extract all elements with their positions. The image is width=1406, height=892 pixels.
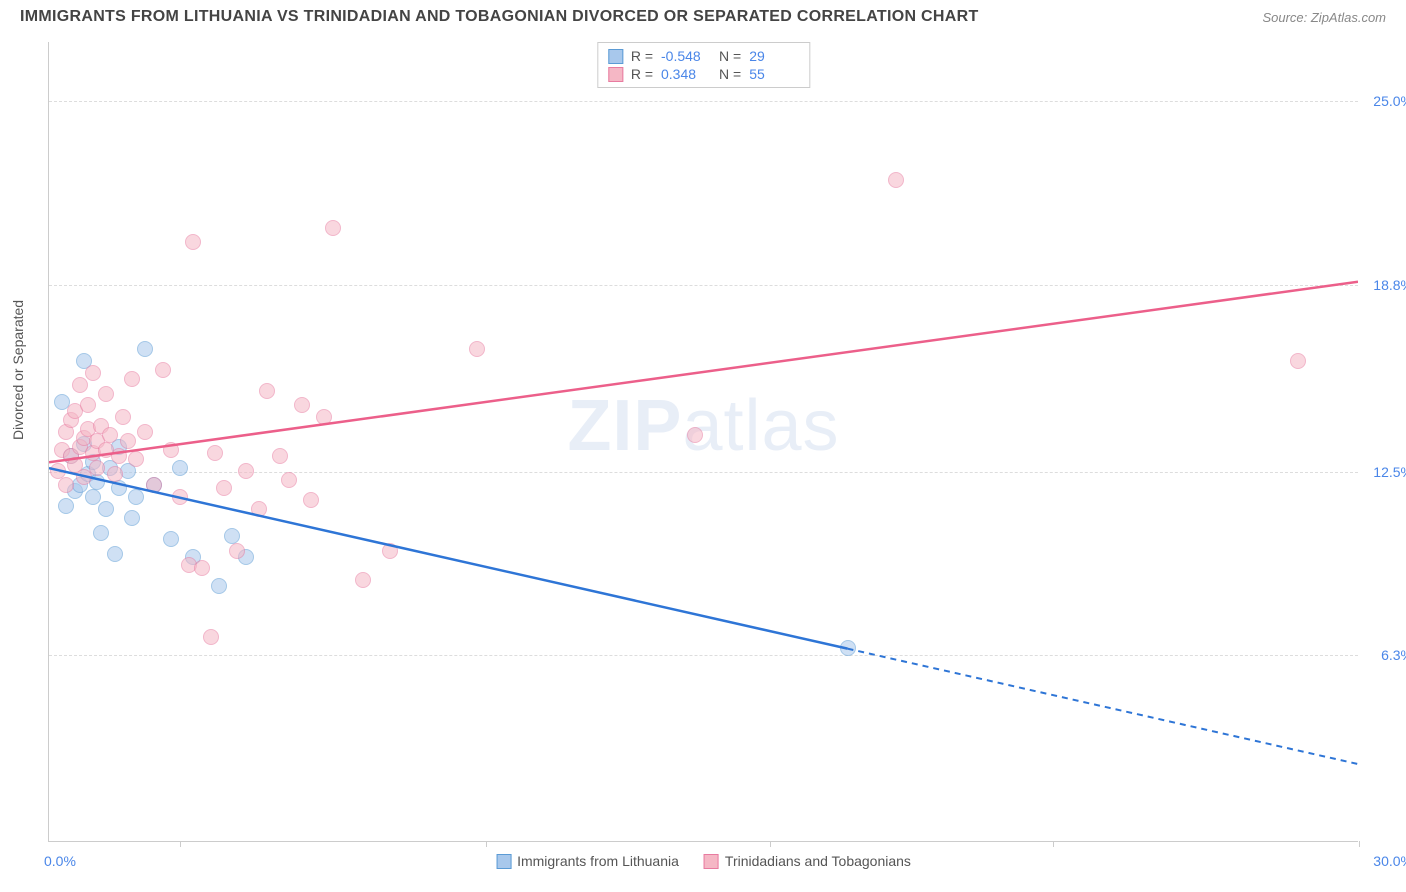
data-point: [185, 234, 201, 250]
data-point: [259, 383, 275, 399]
data-point: [316, 409, 332, 425]
data-point: [98, 501, 114, 517]
data-point: [146, 477, 162, 493]
series-legend: Immigrants from Lithuania Trinidadians a…: [496, 853, 911, 869]
data-point: [294, 397, 310, 413]
data-point: [107, 546, 123, 562]
data-point: [172, 489, 188, 505]
chart-source: Source: ZipAtlas.com: [1262, 10, 1386, 25]
data-point: [120, 433, 136, 449]
x-axis-max: 30.0%: [1373, 853, 1406, 869]
data-point: [888, 172, 904, 188]
x-tick: [486, 841, 487, 847]
data-point: [163, 442, 179, 458]
data-point: [163, 531, 179, 547]
x-tick: [180, 841, 181, 847]
data-point: [251, 501, 267, 517]
swatch-icon: [608, 49, 623, 64]
data-point: [85, 489, 101, 505]
data-point: [102, 427, 118, 443]
data-point: [124, 371, 140, 387]
y-tick-label: 25.0%: [1373, 93, 1406, 109]
data-point: [85, 365, 101, 381]
data-point: [50, 463, 66, 479]
data-point: [111, 448, 127, 464]
data-point: [840, 640, 856, 656]
data-point: [216, 480, 232, 496]
data-point: [111, 480, 127, 496]
swatch-icon: [496, 854, 511, 869]
x-tick: [1053, 841, 1054, 847]
legend-row-series-1: R = 0.348 N = 55: [608, 65, 799, 83]
chart-header: IMMIGRANTS FROM LITHUANIA VS TRINIDADIAN…: [0, 0, 1406, 30]
gridline: [49, 101, 1358, 102]
data-point: [93, 525, 109, 541]
legend-item-0: Immigrants from Lithuania: [496, 853, 679, 869]
swatch-icon: [608, 67, 623, 82]
data-point: [281, 472, 297, 488]
data-point: [128, 489, 144, 505]
n-value-1: 55: [749, 66, 799, 82]
data-point: [207, 445, 223, 461]
legend-label-1: Trinidadians and Tobagonians: [725, 853, 911, 869]
chart-title: IMMIGRANTS FROM LITHUANIA VS TRINIDADIAN…: [20, 8, 979, 26]
data-point: [211, 578, 227, 594]
data-point: [303, 492, 319, 508]
r-value-0: -0.548: [661, 48, 711, 64]
data-point: [224, 528, 240, 544]
data-point: [325, 220, 341, 236]
data-point: [58, 477, 74, 493]
data-point: [172, 460, 188, 476]
data-point: [355, 572, 371, 588]
x-tick: [770, 841, 771, 847]
data-point: [229, 543, 245, 559]
data-point: [58, 498, 74, 514]
data-point: [115, 409, 131, 425]
data-point: [98, 386, 114, 402]
r-value-1: 0.348: [661, 66, 711, 82]
data-point: [272, 448, 288, 464]
y-tick-label: 12.5%: [1373, 464, 1406, 480]
data-point: [469, 341, 485, 357]
y-tick-label: 18.8%: [1373, 277, 1406, 293]
n-value-0: 29: [749, 48, 799, 64]
data-point: [80, 397, 96, 413]
data-point: [89, 460, 105, 476]
gridline: [49, 285, 1358, 286]
data-point: [155, 362, 171, 378]
regression-lines: [49, 42, 1358, 841]
data-point: [72, 377, 88, 393]
data-point: [238, 463, 254, 479]
y-tick-label: 6.3%: [1381, 647, 1406, 663]
data-point: [1290, 353, 1306, 369]
swatch-icon: [704, 854, 719, 869]
data-point: [128, 451, 144, 467]
data-point: [124, 510, 140, 526]
legend-row-series-0: R = -0.548 N = 29: [608, 47, 799, 65]
data-point: [137, 341, 153, 357]
data-point: [687, 427, 703, 443]
watermark: ZIPatlas: [567, 385, 839, 467]
data-point: [203, 629, 219, 645]
scatter-chart: ZIPatlas R = -0.548 N = 29 R = 0.348 N =…: [48, 42, 1358, 842]
data-point: [382, 543, 398, 559]
data-point: [137, 424, 153, 440]
gridline: [49, 655, 1358, 656]
data-point: [107, 466, 123, 482]
x-tick: [1359, 841, 1360, 847]
y-axis-label: Divorced or Separated: [10, 300, 26, 440]
legend-label-0: Immigrants from Lithuania: [517, 853, 679, 869]
data-point: [194, 560, 210, 576]
legend-item-1: Trinidadians and Tobagonians: [704, 853, 911, 869]
correlation-legend: R = -0.548 N = 29 R = 0.348 N = 55: [597, 42, 810, 88]
x-axis-min: 0.0%: [44, 853, 76, 869]
